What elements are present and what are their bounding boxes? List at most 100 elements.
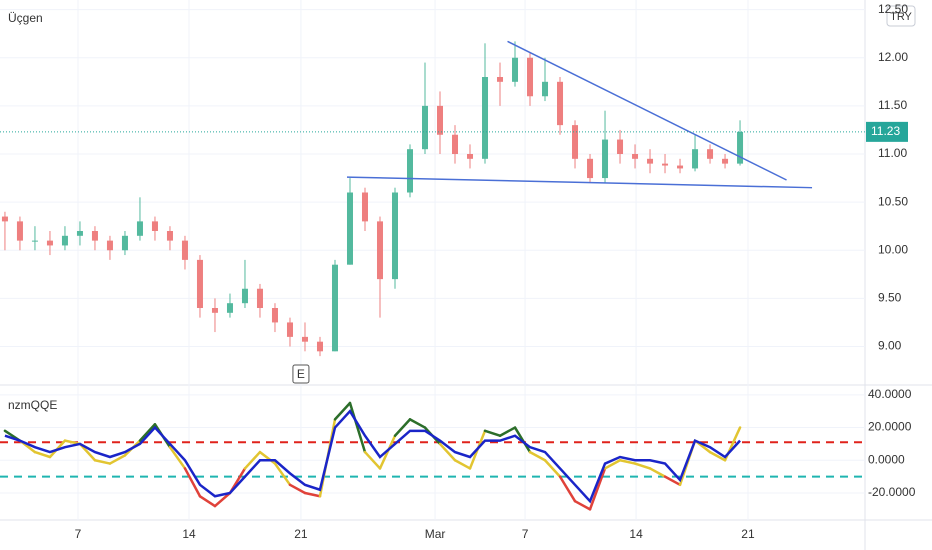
fast-line-segment [393, 418, 412, 437]
candle-body [226, 303, 233, 313]
indicator-title: nzmQQE [8, 398, 57, 412]
slow-line [4, 409, 741, 504]
candle-body [376, 221, 383, 280]
candle-body [316, 341, 323, 352]
fast-line-segment [138, 423, 157, 442]
candle-body [91, 231, 98, 241]
event-label: E [297, 367, 305, 381]
currency-box[interactable] [886, 5, 916, 27]
candle-body [151, 221, 158, 231]
fast-line-segment [498, 426, 517, 437]
x-tick-label: 7 [75, 527, 82, 541]
candle-body [46, 240, 53, 246]
event-marker [292, 364, 310, 384]
fast-line-segment [348, 401, 367, 454]
x-tick-label: 7 [522, 527, 529, 541]
candle-body [31, 240, 38, 242]
trendline [507, 40, 787, 181]
fast-line-segment [243, 450, 262, 470]
candle-body [406, 149, 413, 193]
candle-body [421, 105, 428, 150]
fast-line-segment [543, 459, 562, 478]
candle-body [722, 158, 729, 164]
candle-body [136, 221, 143, 236]
fast-line-segment [618, 459, 637, 465]
candle-body [346, 192, 353, 265]
y-tick-label: 11.00 [878, 146, 907, 160]
candle-body [707, 149, 714, 159]
last-price-box [866, 121, 908, 142]
fast-line-segment [648, 467, 667, 478]
candle-body [632, 154, 639, 159]
y-tick-label: 11.50 [878, 98, 907, 112]
candle-body [617, 139, 624, 154]
fast-line-segment [573, 499, 592, 511]
trendline [346, 176, 813, 189]
fast-line-segment [168, 445, 187, 470]
candle-body [587, 158, 594, 179]
fast-line-segment [483, 429, 502, 437]
candle-body [331, 264, 338, 352]
fast-line-segment [633, 462, 652, 470]
fast-line-segment [288, 483, 307, 495]
candle-body [512, 57, 519, 82]
last-price-label: 11.23 [871, 124, 900, 138]
fast-line-segment [438, 442, 457, 462]
y-tick-label: 40.0000 [868, 387, 912, 401]
candle-body [482, 77, 489, 159]
candle-body [467, 154, 474, 159]
candle-body [241, 288, 248, 304]
fast-line-segment [93, 459, 112, 465]
y-tick-label: 20.0000 [868, 420, 912, 434]
candle-body [271, 308, 278, 323]
candle-body [452, 134, 459, 154]
y-tick-label: 10.00 [878, 242, 908, 256]
candle-body [602, 139, 609, 179]
fast-line-segment [108, 454, 127, 465]
candle-body [256, 288, 263, 308]
fast-line-segment [588, 467, 607, 511]
fast-line-segment [663, 475, 682, 487]
candle-body [391, 192, 398, 280]
candle-body [647, 158, 654, 164]
candle-body [572, 125, 579, 159]
fast-line-segment [213, 491, 232, 508]
candle-body [301, 336, 308, 342]
candle-body [166, 231, 173, 241]
candle-body [557, 81, 564, 126]
candle-body [211, 308, 218, 313]
fast-line-segment [363, 450, 382, 470]
candle-body [196, 259, 203, 308]
y-tick-label: -20.0000 [868, 485, 916, 499]
candle-body [61, 235, 68, 246]
fast-line-segment [303, 491, 322, 498]
candle-body [662, 163, 669, 166]
candle-body [121, 235, 128, 251]
candle-body [497, 77, 504, 82]
fast-line-segment [183, 467, 202, 498]
y-tick-label: 12.50 [878, 2, 908, 16]
fast-line-segment [453, 459, 472, 470]
candle-body [286, 322, 293, 337]
candle-body [677, 165, 684, 169]
candle-body [437, 105, 444, 135]
candle-body [106, 240, 113, 251]
fast-line-segment [603, 459, 622, 470]
fast-line-segment [258, 450, 277, 465]
x-tick-label: Mar [425, 527, 446, 541]
fast-line-segment [33, 450, 52, 459]
y-tick-label: 10.50 [878, 194, 908, 208]
candle-body [181, 240, 188, 260]
fast-line-segment [333, 401, 352, 421]
fast-line-segment [708, 450, 727, 462]
x-tick-label: 14 [182, 527, 196, 541]
y-tick-label: 12.00 [878, 50, 908, 64]
fast-line-segment [408, 418, 427, 429]
candle-body [542, 81, 549, 97]
fast-line-segment [273, 462, 292, 487]
candle-body [361, 192, 368, 222]
candle-body [76, 231, 83, 236]
candle-body [16, 221, 23, 241]
